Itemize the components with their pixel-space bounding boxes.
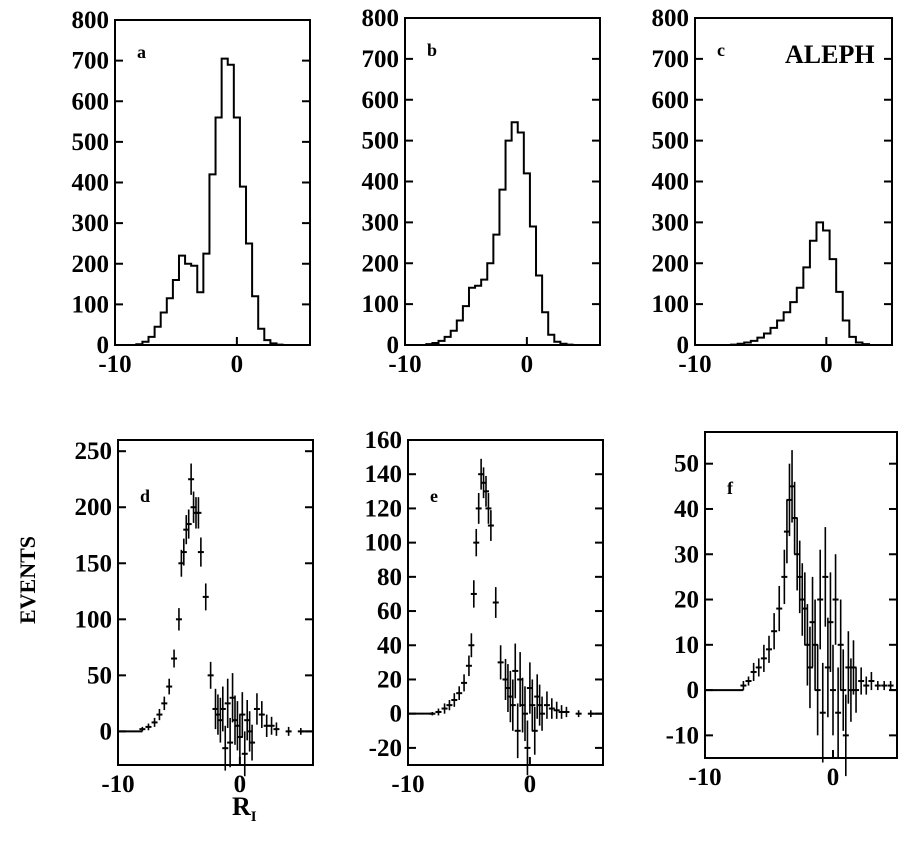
y-tick-label-c: 800 — [652, 5, 690, 32]
y-axis-title: EVENTS — [15, 536, 40, 624]
panel-e: -20 0 20 40 60 80 100 120 140 160 -10 0 e — [365, 427, 604, 798]
x-axis-title: RI — [232, 792, 257, 825]
y-tick-label-e: 100 — [365, 530, 403, 557]
y-tick-label-e: 160 — [365, 427, 403, 454]
panel-letter-e: e — [430, 486, 438, 506]
x-tick-label-c: -10 — [678, 351, 711, 378]
plot-frame-f — [704, 431, 898, 759]
plot-frame-e — [407, 439, 604, 766]
y-tick-label-c: 700 — [652, 46, 690, 73]
y-tick-label-b: 300 — [362, 209, 400, 236]
x-tick-label-a: -10 — [98, 351, 131, 378]
y-tick-label-c: 400 — [652, 169, 690, 196]
y-tick-label-a: 800 — [72, 7, 110, 34]
y-tick-label-f: 50 — [674, 451, 699, 478]
plot-frame-d — [117, 439, 314, 766]
x-tick-label-b: -10 — [388, 351, 421, 378]
panel-f: -10 0 10 20 30 40 50 -10 0 f — [666, 431, 898, 791]
histogram-line-a — [115, 57, 310, 346]
x-tick-label-f: -10 — [688, 764, 721, 791]
panel-letter-c: c — [717, 40, 725, 60]
y-tick-label-a: 600 — [72, 88, 110, 115]
y-tick-label-b: 700 — [362, 46, 400, 73]
y-tick-label-e: 60 — [377, 598, 402, 625]
y-tick-label-f: -10 — [666, 722, 699, 749]
x-tick-label-f: 0 — [827, 764, 840, 791]
y-tick-label-c: 200 — [652, 250, 690, 277]
y-tick-label-b: 800 — [362, 5, 400, 32]
panel-d: 0 50 100 150 200 250 -10 0 d — [75, 438, 314, 798]
y-tick-label-e: 140 — [365, 461, 403, 488]
y-tick-label-a: 300 — [72, 210, 110, 237]
experiment-label: ALEPH — [785, 40, 875, 69]
y-tick-label-b: 100 — [362, 291, 400, 318]
y-tick-label-a: 200 — [72, 251, 110, 278]
y-tick-label-e: 0 — [390, 701, 403, 728]
histogram-line-c — [695, 221, 892, 346]
y-tick-label-a: 700 — [72, 48, 110, 75]
y-tick-label-d: 200 — [75, 494, 113, 521]
y-tick-label-e: -20 — [369, 735, 402, 762]
panel-letter-b: b — [427, 40, 437, 60]
y-tick-label-f: 10 — [674, 632, 699, 659]
y-tick-label-a: 0 — [97, 332, 110, 359]
plot-frame-a — [114, 19, 311, 346]
panel-letter-f: f — [727, 478, 734, 498]
x-tick-label-b: 0 — [521, 351, 534, 378]
y-tick-label-c: 100 — [652, 291, 690, 318]
y-tick-label-b: 600 — [362, 87, 400, 114]
x-axis-title-subscript: I — [251, 809, 257, 825]
y-tick-label-d: 0 — [100, 718, 113, 745]
y-tick-label-e: 40 — [377, 632, 402, 659]
x-tick-label-a: 0 — [231, 351, 244, 378]
panel-letter-d: d — [140, 486, 150, 506]
y-tick-label-a: 500 — [72, 129, 110, 156]
y-tick-label-b: 400 — [362, 169, 400, 196]
x-tick-label-e: -10 — [391, 771, 424, 798]
y-tick-label-e: 80 — [377, 564, 402, 591]
y-tick-label-a: 400 — [72, 170, 110, 197]
y-tick-label-c: 300 — [652, 209, 690, 236]
y-tick-label-e: 120 — [365, 495, 403, 522]
y-tick-label-f: 20 — [674, 587, 699, 614]
y-tick-label-f: 0 — [687, 677, 700, 704]
y-tick-label-c: 0 — [677, 332, 690, 359]
y-tick-label-b: 0 — [387, 332, 400, 359]
x-axis-title-main: R — [232, 792, 251, 821]
x-tick-label-c: 0 — [820, 351, 833, 378]
histogram-line-b — [405, 121, 600, 346]
y-tick-label-f: 40 — [674, 496, 699, 523]
panel-letter-a: a — [137, 42, 146, 62]
y-tick-label-a: 100 — [72, 291, 110, 318]
y-tick-label-d: 150 — [75, 550, 113, 577]
y-tick-label-d: 50 — [87, 662, 112, 689]
y-tick-label-e: 20 — [377, 666, 402, 693]
plot-frame-b — [404, 17, 601, 346]
y-tick-label-b: 500 — [362, 128, 400, 155]
x-tick-label-e: 0 — [524, 771, 537, 798]
y-tick-label-f: 30 — [674, 541, 699, 568]
y-tick-label-c: 600 — [652, 87, 690, 114]
y-tick-label-d: 250 — [75, 438, 113, 465]
y-tick-label-d: 100 — [75, 606, 113, 633]
y-tick-label-c: 500 — [652, 128, 690, 155]
x-tick-label-d: 0 — [234, 771, 247, 798]
x-tick-label-d: -10 — [101, 771, 134, 798]
y-tick-label-b: 200 — [362, 250, 400, 277]
